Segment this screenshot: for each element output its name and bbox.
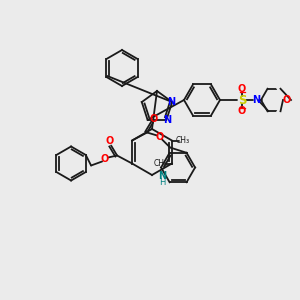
Text: CH₃: CH₃ xyxy=(176,136,190,145)
Text: O: O xyxy=(150,113,158,124)
Text: CH₃: CH₃ xyxy=(154,159,168,168)
Text: N: N xyxy=(158,171,166,181)
Text: O: O xyxy=(156,133,164,142)
Text: O: O xyxy=(101,154,109,164)
Text: H: H xyxy=(159,178,165,187)
Text: O: O xyxy=(283,95,291,105)
Text: O: O xyxy=(238,106,246,116)
Text: S: S xyxy=(238,94,246,106)
Text: O: O xyxy=(106,136,114,146)
Text: N: N xyxy=(252,95,260,105)
Text: O: O xyxy=(238,84,246,94)
Text: N: N xyxy=(167,97,175,107)
Text: N: N xyxy=(163,115,172,125)
